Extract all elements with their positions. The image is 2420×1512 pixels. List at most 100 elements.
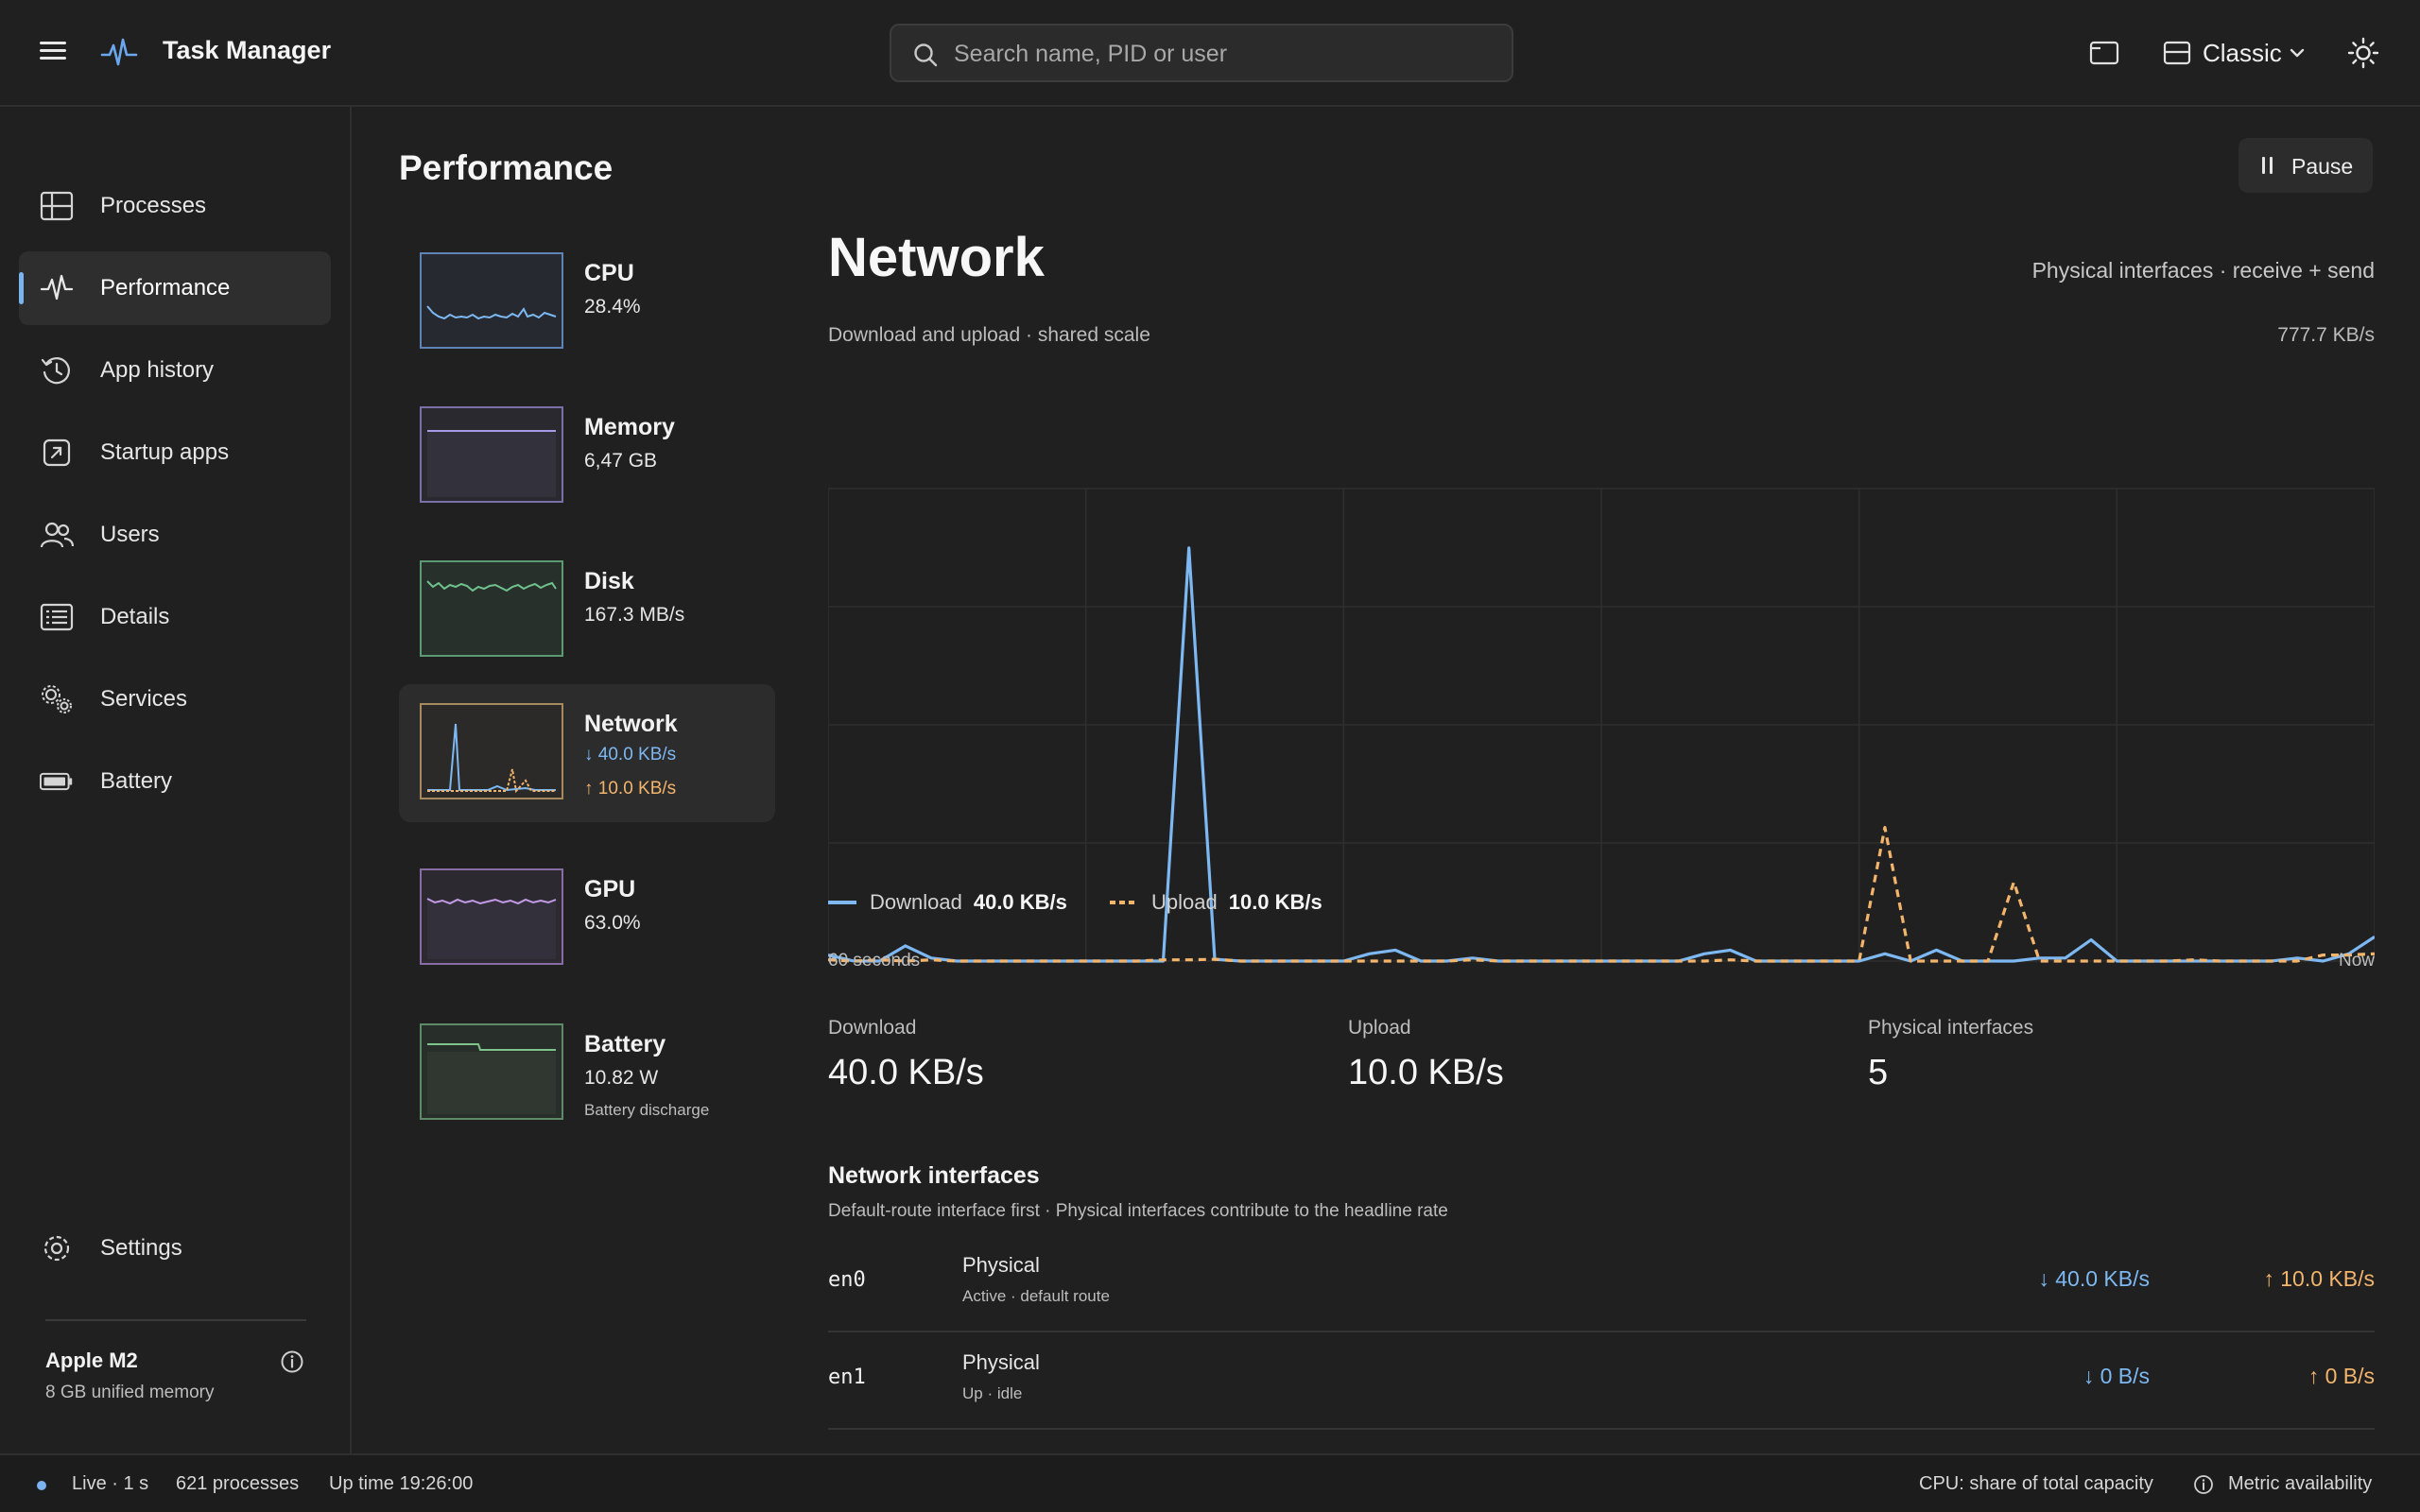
chart-axis-start-label: 60 seconds: [828, 951, 921, 971]
pause-label: Pause: [2291, 154, 2354, 179]
resource-card-disk[interactable]: Disk 167.3 MB/s: [399, 541, 775, 679]
live-status: Live · 1 s: [72, 1473, 149, 1494]
interface-row[interactable]: en0 Physical Active · default route ↓ 40…: [828, 1236, 2375, 1332]
interface-download: ↓ 40.0 KB/s: [2038, 1266, 2150, 1291]
sidebar-item-settings[interactable]: Settings: [19, 1211, 331, 1285]
sidebar-item-users[interactable]: Users: [19, 498, 331, 572]
cpu-note: CPU: share of total capacity: [1919, 1473, 2153, 1494]
sidebar-item-label: Startup apps: [100, 439, 230, 465]
status-bar: Live · 1 s 621 processes Up time 19:26:0…: [0, 1453, 2420, 1512]
gpu-thumbnail-graph: [420, 868, 563, 965]
sidebar-item-label: Details: [100, 604, 170, 629]
search-box[interactable]: [890, 24, 1513, 82]
resource-value: 28.4%: [584, 296, 641, 318]
download-swatch: [828, 901, 856, 904]
stat-label: Download: [828, 1017, 917, 1039]
gears-icon: [42, 685, 72, 713]
legend-download-name: Download: [870, 890, 962, 914]
metric-availability-link[interactable]: Metric availability: [2228, 1473, 2373, 1494]
history-icon: [41, 357, 70, 385]
resource-card-network[interactable]: Network ↓ 40.0 KB/s ↑ 10.0 KB/s: [399, 684, 775, 822]
resource-card-cpu[interactable]: CPU 28.4%: [399, 233, 775, 371]
search-input[interactable]: [954, 35, 1493, 73]
info-icon[interactable]: [2193, 1474, 2214, 1495]
chart-legend: Download 40.0 KB/s Upload 10.0 KB/s: [828, 888, 1490, 917]
interface-name: en0: [828, 1268, 866, 1292]
sidebar-item-label: Users: [100, 522, 160, 547]
stat-value: 10.0 KB/s: [1348, 1053, 1504, 1092]
sun-icon[interactable]: [2346, 36, 2380, 70]
legend-download: Download 40.0 KB/s: [828, 888, 1067, 917]
task-manager-logo-icon: [100, 38, 138, 66]
compact-window-icon[interactable]: [2089, 41, 2119, 65]
stat-upload: Upload 10.0 KB/s: [1348, 1017, 1504, 1093]
legend-upload: Upload 10.0 KB/s: [1110, 888, 1322, 917]
resource-value: 63.0%: [584, 912, 641, 934]
cpu-thumbnail-graph: [420, 252, 563, 349]
interface-upload: ↑ 10.0 KB/s: [2263, 1266, 2375, 1291]
series-line-upload: [828, 826, 2375, 963]
sidebar-item-processes[interactable]: Processes: [19, 169, 331, 243]
sidebar-item-app-history[interactable]: App history: [19, 334, 331, 407]
resource-name: GPU: [584, 876, 636, 902]
table-icon: [40, 191, 74, 221]
resource-card-gpu[interactable]: GPU 63.0%: [399, 850, 775, 988]
memory-thumbnail-graph: [420, 406, 563, 503]
search-icon: [914, 43, 938, 67]
sidebar-item-label: Performance: [100, 275, 231, 301]
sidebar: Processes Performance App history Startu…: [0, 107, 352, 1453]
interface-state: Active · default route: [962, 1287, 1110, 1305]
main-content: Performance Pause CPU 28.4%: [354, 107, 2420, 1453]
interface-upload: ↑ 0 B/s: [2308, 1364, 2375, 1388]
resource-name: Disk: [584, 568, 634, 594]
battery-icon: [40, 772, 73, 791]
stat-physical-interfaces: Physical interfaces 5: [1868, 1017, 2033, 1093]
sidebar-item-startup-apps[interactable]: Startup apps: [19, 416, 331, 490]
resource-card-memory[interactable]: Memory 6,47 GB: [399, 387, 775, 525]
sidebar-item-performance[interactable]: Performance: [19, 251, 331, 325]
device-name: Apple M2: [45, 1349, 138, 1372]
resource-name: Memory: [584, 414, 675, 440]
resource-card-battery[interactable]: Battery 10.82 W Battery discharge: [399, 1005, 775, 1143]
sidebar-item-services[interactable]: Services: [19, 662, 331, 736]
network-upload-value: ↑ 10.0 KB/s: [584, 779, 677, 799]
view-mode-dropdown[interactable]: Classic: [2163, 34, 2305, 72]
pause-button[interactable]: Pause: [2238, 138, 2373, 193]
resource-value: 167.3 MB/s: [584, 604, 685, 626]
details-list-icon: [40, 603, 74, 631]
startup-icon: [43, 438, 71, 467]
settings-gear-icon: [43, 1235, 70, 1262]
sidebar-item-details[interactable]: Details: [19, 580, 331, 654]
layout-icon: [2163, 41, 2191, 65]
resource-value: 6,47 GB: [584, 450, 658, 472]
stat-label: Physical interfaces: [1868, 1017, 2034, 1039]
detail-title: Network: [828, 227, 1045, 288]
detail-scope: Physical interfaces · receive + send: [2031, 258, 2375, 283]
users-icon: [40, 522, 74, 548]
network-download-value: ↓ 40.0 KB/s: [584, 745, 677, 765]
interface-type: Physical: [962, 1350, 1040, 1374]
chart-axis-end-label: Now: [2338, 951, 2375, 971]
resource-name: Battery: [584, 1031, 666, 1057]
stat-label: Upload: [1348, 1017, 1411, 1039]
stat-value: 5: [1868, 1053, 1889, 1092]
resource-name: CPU: [584, 260, 634, 286]
hamburger-menu-button[interactable]: [34, 38, 72, 70]
interface-row[interactable]: en1 Physical Up · idle ↓ 0 B/s ↑ 0 B/s: [828, 1333, 2375, 1430]
legend-upload-value: 10.0 KB/s: [1228, 890, 1322, 914]
sidebar-item-battery[interactable]: Battery: [19, 745, 331, 818]
legend-upload-name: Upload: [1151, 890, 1218, 914]
interfaces-subtitle: Default-route interface first · Physical…: [828, 1201, 1448, 1221]
interface-state: Up · idle: [962, 1384, 1023, 1402]
app-title: Task Manager: [163, 36, 332, 64]
uptime: Up time 19:26:00: [329, 1473, 474, 1494]
info-icon[interactable]: [280, 1349, 304, 1374]
view-mode-label: Classic: [2203, 38, 2282, 67]
legend-download-value: 40.0 KB/s: [973, 890, 1067, 914]
pulse-icon: [40, 274, 74, 301]
device-memory: 8 GB unified memory: [45, 1383, 215, 1402]
resource-value: 10.82 W: [584, 1067, 659, 1089]
title-bar: Task Manager Classic: [0, 0, 2420, 107]
stat-value: 40.0 KB/s: [828, 1053, 984, 1092]
sidebar-divider: [45, 1319, 306, 1321]
